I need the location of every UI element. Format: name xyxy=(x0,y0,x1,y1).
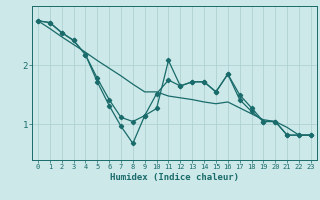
X-axis label: Humidex (Indice chaleur): Humidex (Indice chaleur) xyxy=(110,173,239,182)
